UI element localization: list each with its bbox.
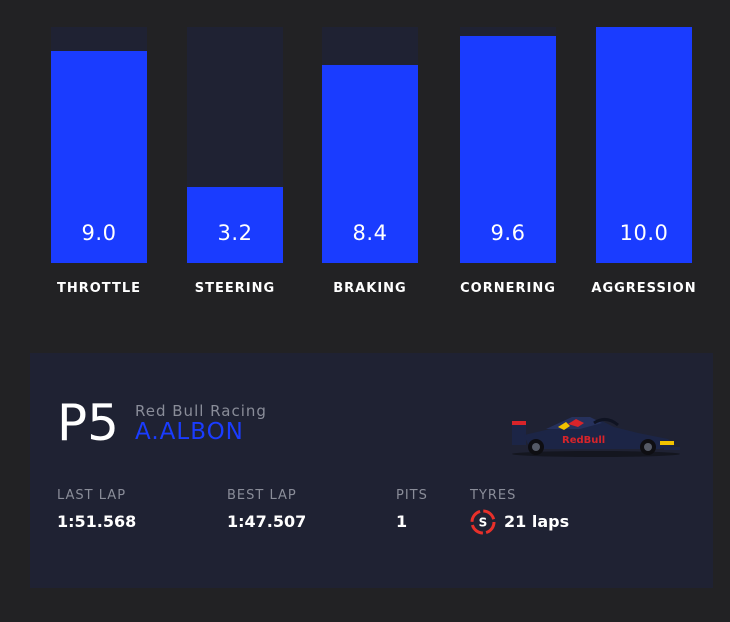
stat-bar-track: 10.0 (596, 27, 692, 263)
stat-bar-fill (460, 36, 556, 263)
soft-tyre-icon: S (470, 509, 496, 534)
stat-aggression: 10.0 AGGRESSION (591, 27, 696, 296)
stat-bar-track: 9.0 (51, 27, 147, 263)
stat-label: BRAKING (333, 281, 407, 296)
stat-bar-track: 3.2 (187, 27, 283, 263)
stat-bar-fill (51, 50, 147, 263)
tyre-laps: 21 laps (504, 512, 570, 531)
stat-bar-track: 9.6 (460, 27, 556, 263)
tyres-label: TYRES (470, 488, 517, 503)
best-lap-label: BEST LAP (227, 488, 297, 503)
best-lap: BEST LAP 1:47.507 (227, 488, 306, 531)
stat-label: AGGRESSION (591, 281, 697, 296)
best-lap-value: 1:47.507 (227, 512, 307, 531)
tyres-value-row: S 21 laps (470, 509, 570, 534)
stat-label: STEERING (194, 281, 276, 296)
tyres: TYRES S 21 laps (470, 488, 570, 534)
last-lap-value: 1:51.568 (57, 512, 137, 531)
tyre-compound-letter: S (479, 515, 488, 529)
stat-value: 8.4 (352, 221, 388, 245)
stat-bar-fill (187, 187, 283, 263)
stat-label: THROTTLE (56, 281, 141, 296)
pits: PITS 1 (396, 488, 428, 531)
last-lap: LAST LAP 1:51.568 (57, 488, 136, 531)
stat-value: 10.0 (619, 221, 669, 245)
stat-label: CORNERING (460, 281, 556, 296)
stat-braking: 8.4 BRAKING (322, 27, 418, 296)
pits-value: 1 (396, 512, 408, 531)
svg-text:RedBull: RedBull (562, 435, 605, 446)
race-position: P5 (57, 394, 119, 452)
stat-bar-fill (596, 27, 692, 263)
stat-value: 9.0 (81, 221, 117, 245)
stat-bar-fill (322, 64, 418, 263)
stat-cornering: 9.6 CORNERING (460, 27, 556, 296)
stat-bar-track: 8.4 (322, 27, 418, 263)
driver-card[interactable]: P5 Red Bull Racing A.ALBON RedBull (30, 353, 713, 588)
last-lap-label: LAST LAP (57, 488, 127, 503)
stat-value: 9.6 (490, 221, 526, 245)
stat-throttle: 9.0 THROTTLE (51, 27, 147, 296)
stat-steering: 3.2 STEERING (187, 27, 283, 296)
driver-name: A.ALBON (135, 419, 244, 445)
pits-label: PITS (396, 488, 428, 503)
stat-value: 3.2 (217, 221, 253, 245)
team-name: Red Bull Racing (135, 402, 267, 420)
red-bull-car-icon: RedBull (512, 417, 680, 457)
